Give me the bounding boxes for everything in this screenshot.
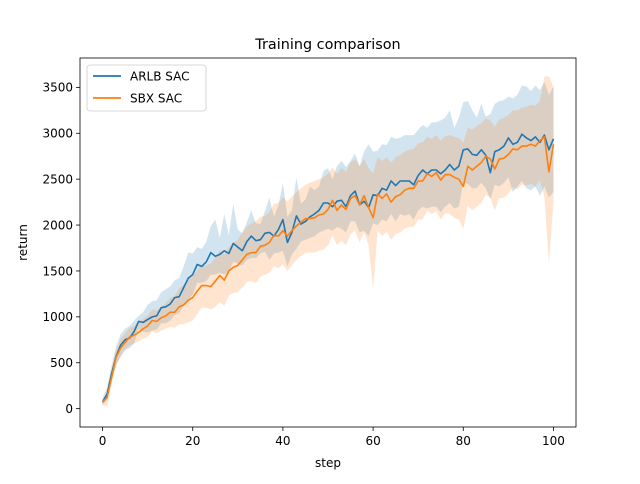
y-tick-label: 1500 bbox=[42, 264, 73, 278]
line-arlb-sac bbox=[101, 133, 555, 403]
y-tick-label: 0 bbox=[65, 402, 73, 416]
x-tick-label: 40 bbox=[275, 434, 290, 448]
y-tick-label: 3000 bbox=[42, 127, 73, 141]
legend-label-arlb-sac: ARLB SAC bbox=[130, 70, 190, 84]
x-tick-label: 100 bbox=[542, 434, 565, 448]
x-tick-label: 20 bbox=[185, 434, 200, 448]
confidence-bands bbox=[102, 76, 554, 407]
band-arlb-sac bbox=[102, 81, 554, 406]
y-tick-label: 3500 bbox=[42, 81, 73, 95]
y-tick-label: 500 bbox=[50, 356, 73, 370]
x-axis-label: step bbox=[315, 456, 341, 470]
legend: ARLB SAC SBX SAC bbox=[86, 64, 207, 112]
plot-frame bbox=[79, 57, 577, 428]
y-tick-label: 2000 bbox=[42, 218, 73, 232]
x-tick-label: 0 bbox=[99, 434, 107, 448]
y-axis-label: return bbox=[16, 224, 30, 261]
y-tick-label: 1000 bbox=[42, 310, 73, 324]
chart-title: Training comparison bbox=[254, 37, 400, 53]
y-axis-ticks: 0 500 1000 1500 2000 2500 3000 3500 bbox=[42, 81, 80, 416]
y-tick-label: 2500 bbox=[42, 172, 73, 186]
x-axis-ticks: 0 20 40 60 80 100 bbox=[99, 427, 565, 448]
line-sbx-sac bbox=[101, 136, 555, 403]
legend-label-sbx-sac: SBX SAC bbox=[130, 92, 182, 106]
band-sbx-sac bbox=[102, 76, 554, 407]
x-tick-label: 60 bbox=[365, 434, 380, 448]
x-tick-label: 80 bbox=[456, 434, 471, 448]
series-lines bbox=[101, 133, 555, 403]
